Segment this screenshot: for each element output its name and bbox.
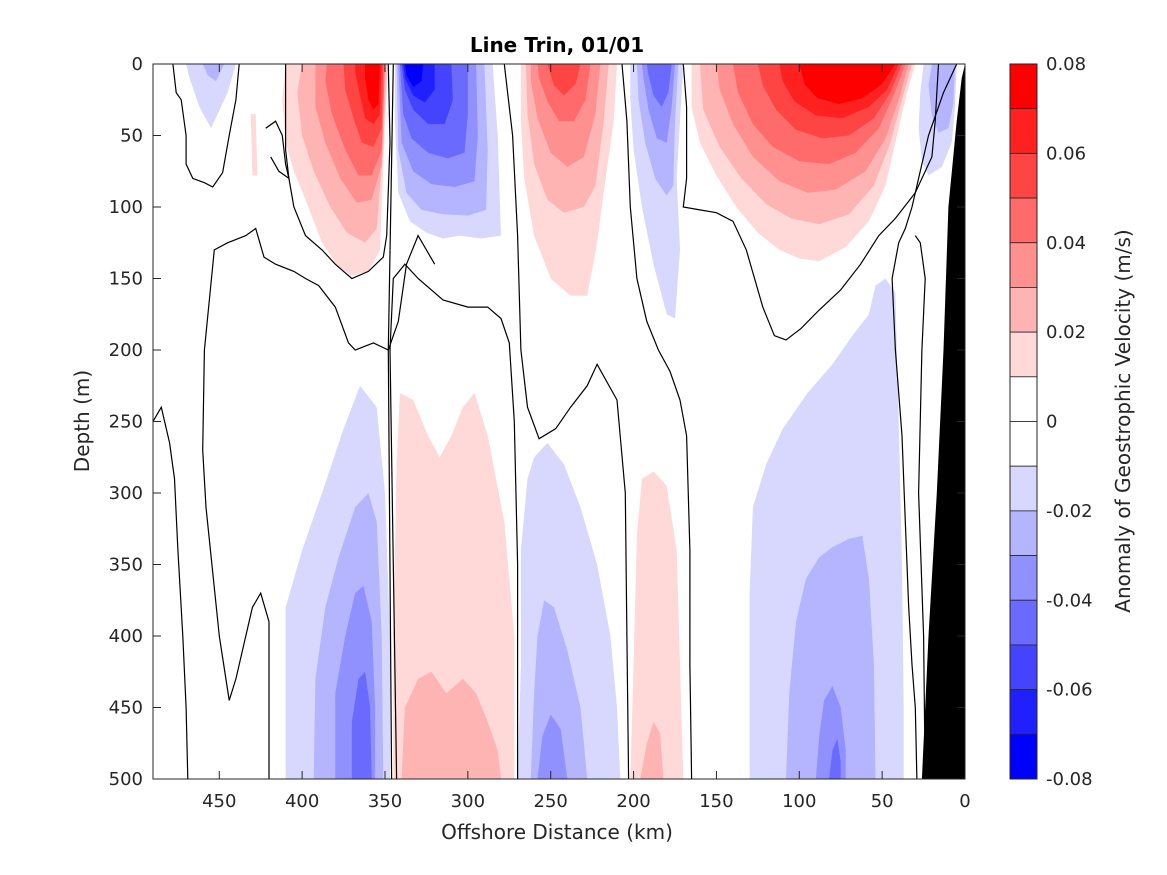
colorbar-tick-label: 0 — [1046, 412, 1057, 433]
colorbar-band — [1009, 733, 1038, 780]
colorbar-band — [1009, 376, 1038, 422]
contour-pos-deep-185-l2 — [640, 721, 664, 779]
colorbar-band — [1009, 287, 1038, 333]
colorbar-band — [1009, 63, 1038, 110]
y-tick-label: 400 — [109, 626, 143, 647]
x-tick-label: 200 — [616, 791, 650, 812]
colorbar-tick-label: -0.04 — [1046, 590, 1093, 611]
contour-pos-deep-185-l1 — [630, 471, 684, 779]
y-tick-label: 100 — [109, 197, 143, 218]
contour-neg-deep-west-l4 — [351, 671, 372, 779]
colorbar-frame — [1009, 63, 1038, 780]
colorbar-tick-label: 0.06 — [1046, 143, 1086, 164]
x-tick-label: 50 — [871, 791, 894, 812]
y-tick-label: 50 — [120, 126, 143, 147]
x-axis: 450 400 350 300 250 200 150 100 50 0 — [202, 64, 971, 812]
colorbar-band — [1009, 197, 1038, 244]
zero-contour-12 — [914, 235, 926, 779]
colorbar-ticks: 0.08 0.06 0.04 0.02 0 -0.02 -0.04 -0.06 -0.08 — [1046, 54, 1093, 790]
colorbar-band — [1009, 644, 1038, 691]
y-tick-label: 500 — [109, 769, 143, 790]
y-tick-label: 0 — [132, 54, 143, 75]
zero-contour-10 — [682, 64, 940, 341]
zero-contour-lines — [153, 64, 958, 779]
y-axis: 0 50 100 150 200 250 300 350 400 450 500 — [109, 54, 965, 790]
contour-pos-core-250-l5 — [547, 64, 581, 96]
x-axis-label: Offshore Distance (km) — [441, 820, 673, 844]
colorbar-band — [1009, 689, 1038, 735]
zero-contour-2 — [265, 120, 290, 180]
contour-pos-core-75-l7 — [799, 64, 896, 104]
x-tick-label: 150 — [699, 791, 733, 812]
y-tick-label: 350 — [109, 555, 143, 576]
contour-neg-core-185-l4 — [646, 64, 672, 107]
y-tick-label: 300 — [109, 483, 143, 504]
zero-contour-1 — [172, 64, 240, 188]
zero-contour-6 — [202, 227, 436, 779]
y-tick-label: 250 — [109, 412, 143, 433]
colorbar-band — [1009, 331, 1038, 378]
contour-neg-deep-245-l3 — [537, 714, 568, 779]
contour-neg-upper-460 — [186, 64, 236, 129]
colorbar-tick-label: -0.02 — [1046, 501, 1093, 522]
colorbar-band — [1009, 108, 1038, 154]
contour-neg-deep-east-l2 — [786, 535, 876, 779]
colorbar-band — [1009, 465, 1038, 512]
y-tick-label: 150 — [109, 269, 143, 290]
contour-fills — [186, 64, 957, 779]
x-tick-label: 250 — [534, 791, 568, 812]
x-tick-label: 400 — [285, 791, 319, 812]
colorbar-tick-label: 0.02 — [1046, 322, 1086, 343]
colorbar-band — [1009, 510, 1038, 556]
contour-neg-core-320-l7 — [404, 64, 424, 87]
y-tick-label: 200 — [109, 340, 143, 361]
colorbar-band — [1009, 421, 1038, 467]
x-tick-label: 100 — [782, 791, 816, 812]
colorbar-band — [1009, 555, 1038, 601]
bathymetry-layer — [921, 64, 965, 779]
zero-contour-7 — [389, 263, 519, 779]
x-tick-label: 300 — [451, 791, 485, 812]
y-tick-label: 450 — [109, 698, 143, 719]
zero-contour-4 — [153, 405, 189, 779]
x-tick-label: 350 — [368, 791, 402, 812]
colorbar-band — [1009, 152, 1038, 199]
colorbar-band — [1009, 599, 1038, 646]
contour-pos-core-370-l7 — [365, 64, 380, 110]
contour-pos-430 — [250, 114, 258, 176]
colorbar-band — [1009, 242, 1038, 288]
zero-contour-11 — [891, 64, 958, 779]
colorbar-tick-label: -0.06 — [1046, 680, 1093, 701]
colorbar-tick-label: -0.08 — [1046, 769, 1093, 790]
chart-title: Line Trin, 01/01 — [470, 33, 644, 57]
plot-area — [152, 63, 966, 780]
colorbar-tick-label: 0.08 — [1046, 54, 1086, 75]
x-tick-label: 0 — [959, 791, 970, 812]
contour-pos-deep-305-l2 — [401, 671, 501, 779]
y-axis-label: Depth (m) — [70, 370, 94, 472]
colorbar-label: Anomaly of Geostrophic Velocity (m/s) — [1111, 229, 1135, 612]
zero-contour-9 — [621, 64, 693, 779]
zero-contour-8 — [503, 64, 630, 779]
contour-neg-deep-east-l4 — [829, 739, 841, 779]
x-tick-label: 450 — [202, 791, 236, 812]
zero-contour-3 — [285, 64, 391, 280]
bathymetry-shelf — [921, 64, 965, 779]
colorbar — [1009, 63, 1038, 780]
colorbar-tick-label: 0.04 — [1046, 233, 1086, 254]
